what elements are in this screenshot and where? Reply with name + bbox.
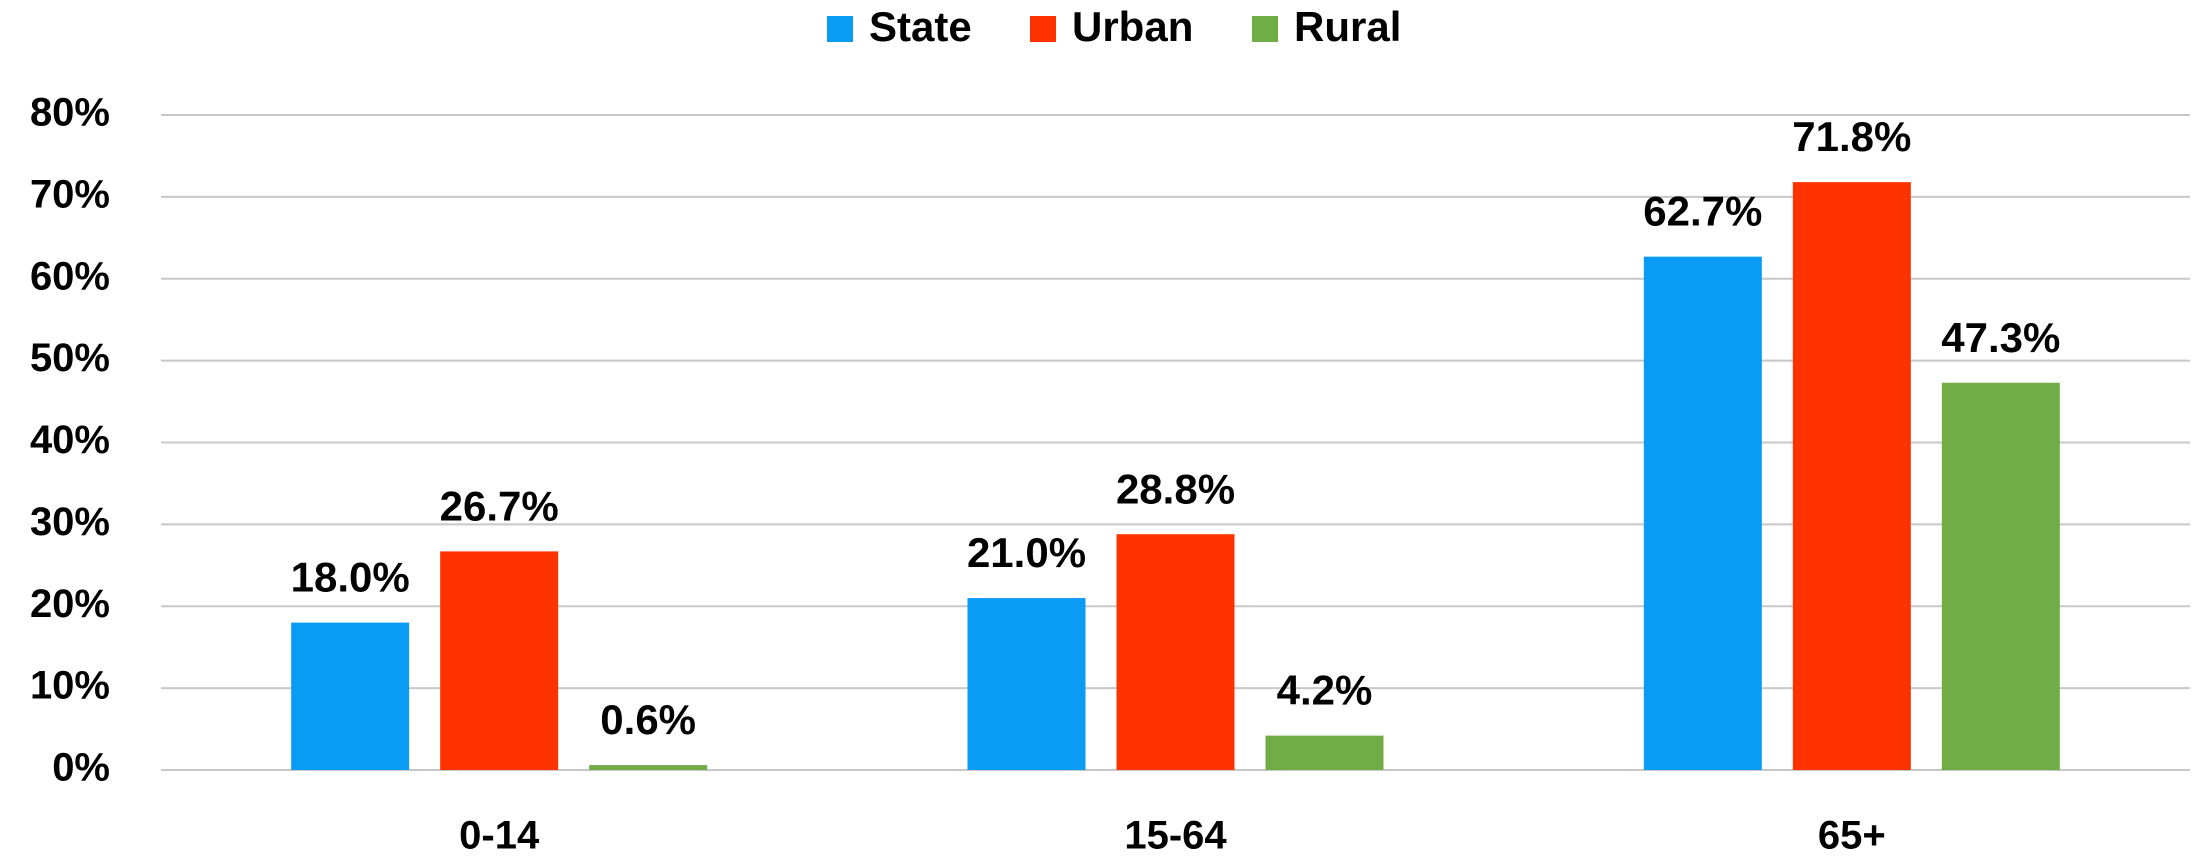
legend-swatch xyxy=(1030,16,1056,42)
y-tick-label: 80% xyxy=(30,91,110,135)
bar xyxy=(1941,382,2060,770)
y-tick-label: 60% xyxy=(30,254,110,298)
legend-label: Urban xyxy=(1072,3,1193,50)
legend-swatch xyxy=(827,16,853,42)
bar xyxy=(967,598,1086,770)
x-tick-label: 0-14 xyxy=(459,814,540,858)
y-tick-label: 40% xyxy=(30,418,110,462)
bar xyxy=(1265,735,1384,770)
y-tick-label: 0% xyxy=(52,746,110,790)
bar xyxy=(1792,182,1911,770)
legend-label: State xyxy=(869,3,972,50)
data-label: 62.7% xyxy=(1643,188,1762,235)
data-label: 4.2% xyxy=(1277,667,1373,714)
legend-swatch xyxy=(1252,16,1278,42)
y-tick-label: 70% xyxy=(30,172,110,216)
bar xyxy=(1116,534,1235,770)
y-tick-label: 20% xyxy=(30,582,110,626)
bar xyxy=(291,622,410,770)
data-label: 28.8% xyxy=(1116,465,1235,512)
y-tick-label: 50% xyxy=(30,336,110,380)
bar xyxy=(589,765,708,770)
x-tick-label: 15-64 xyxy=(1124,814,1227,858)
data-label: 71.8% xyxy=(1792,113,1911,160)
data-label: 0.6% xyxy=(600,696,696,743)
y-tick-label: 10% xyxy=(30,664,110,708)
x-tick-label: 65+ xyxy=(1818,814,1886,858)
bar xyxy=(1643,256,1762,770)
bar xyxy=(440,551,559,770)
data-label: 47.3% xyxy=(1941,314,2060,361)
legend-label: Rural xyxy=(1294,3,1401,50)
data-label: 18.0% xyxy=(291,554,410,601)
data-label: 26.7% xyxy=(440,482,559,529)
data-label: 21.0% xyxy=(967,529,1086,576)
y-tick-label: 30% xyxy=(30,500,110,544)
